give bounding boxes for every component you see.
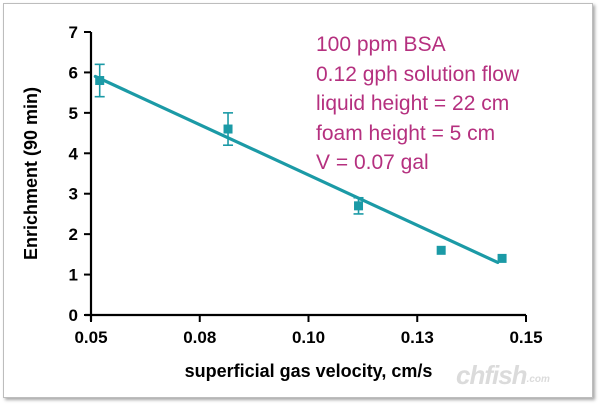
- y-tick-label: 3: [69, 185, 78, 204]
- fit-line: [93, 74, 500, 265]
- chart-frame: 0 1 2 3 4 5 6 7 0.05 0.08 0.10 0.13 0.15 superficial …: [3, 3, 593, 398]
- data-point: [95, 76, 105, 86]
- annotation-line: 0.12 gph solution flow: [316, 62, 520, 86]
- y-tick-label: 6: [69, 63, 78, 82]
- annotation-line: foam height = 5 cm: [316, 121, 496, 145]
- y-tick-label: 7: [69, 23, 78, 42]
- watermark-logo: chfish.com: [456, 360, 550, 391]
- y-tick-label: 4: [69, 144, 79, 163]
- annotation-line: liquid height = 22 cm: [316, 92, 510, 115]
- y-tick-label: 2: [69, 225, 78, 244]
- y-tick-label: 0: [69, 306, 78, 325]
- data-point: [497, 253, 507, 263]
- watermark-main: chfish: [456, 360, 528, 390]
- x-tick-label: 0.08: [183, 328, 216, 347]
- watermark-sub: .com: [526, 374, 550, 385]
- data-point: [223, 124, 233, 134]
- annotation-line: 100 ppm BSA: [316, 33, 446, 56]
- x-tick-label: 0.13: [401, 328, 434, 347]
- annotation-line: V = 0.07 gal: [316, 151, 429, 174]
- x-axis-title: superficial gas velocity, cm/s: [185, 361, 433, 381]
- x-tick-label: 0.10: [292, 328, 325, 347]
- y-axis-title: Enrichment (90 min): [21, 87, 41, 260]
- annotation-box: 100 ppm BSA 0.12 gph solution flow liqui…: [316, 30, 519, 178]
- x-tick-label: 0.05: [74, 328, 107, 347]
- data-point: [436, 245, 446, 255]
- y-tick-label: 1: [69, 266, 78, 285]
- y-tick-label: 5: [69, 104, 78, 123]
- enrichment-chart: 0 1 2 3 4 5 6 7 0.05 0.08 0.10 0.13 0.15 superficial …: [21, 23, 543, 381]
- x-tick-label: 0.15: [509, 328, 542, 347]
- data-point: [354, 201, 364, 211]
